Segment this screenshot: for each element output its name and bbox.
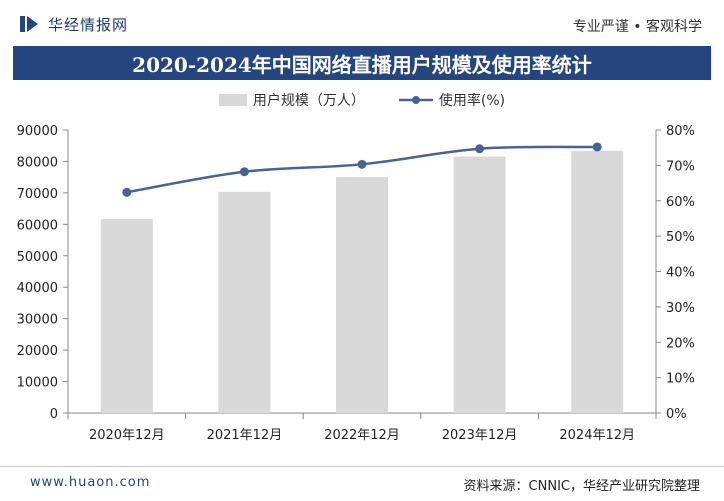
y-left-tick-label: 90000 bbox=[17, 124, 58, 139]
x-tick-label: 2023年12月 bbox=[442, 428, 518, 443]
y-right-tick-label: 70% bbox=[666, 159, 695, 174]
bar-users-2023年12月 bbox=[453, 156, 506, 413]
y-left-tick-label: 40000 bbox=[17, 281, 58, 296]
y-left-tick-label: 0 bbox=[50, 407, 58, 422]
title-bar: 2020-2024年中国网络直播用户规模及使用率统计 bbox=[13, 46, 711, 80]
y-left-tick-label: 20000 bbox=[17, 344, 58, 359]
bar-users-2020年12月 bbox=[100, 219, 153, 413]
bar-users-2024年12月 bbox=[571, 150, 624, 413]
y-left-tick-label: 50000 bbox=[17, 250, 58, 265]
legend-label-rate: 使用率(%) bbox=[438, 93, 506, 109]
brand[interactable]: 华经情报网 bbox=[18, 12, 128, 36]
y-right-tick-label: 40% bbox=[666, 266, 695, 281]
point-usage-rate-2024年12月 bbox=[592, 142, 602, 152]
legend-item-users: 用户规模（万人） bbox=[218, 90, 365, 110]
footer: www.huaon.com 资料来源：CNNIC，华经产业研究院整理 bbox=[0, 466, 724, 501]
x-tick-label: 2024年12月 bbox=[559, 428, 635, 443]
legend-bar-swatch bbox=[218, 94, 247, 106]
y-right-tick-label: 30% bbox=[666, 301, 695, 316]
x-tick-label: 2021年12月 bbox=[207, 428, 283, 443]
y-right-tick-label: 0% bbox=[666, 407, 687, 422]
y-right-tick-label: 10% bbox=[666, 372, 695, 387]
y-left-tick-label: 10000 bbox=[17, 376, 58, 391]
huaon-logo-icon bbox=[20, 16, 38, 32]
bar-users-2021年12月 bbox=[218, 191, 271, 413]
y-left-tick-label: 70000 bbox=[17, 187, 58, 202]
legend-item-rate: 使用率(%) bbox=[398, 90, 506, 110]
legend-label-users: 用户规模（万人） bbox=[252, 93, 365, 109]
chart-title: 2020-2024年中国网络直播用户规模及使用率统计 bbox=[132, 52, 592, 77]
y-right-tick-label: 80% bbox=[666, 124, 695, 139]
point-usage-rate-2022年12月 bbox=[357, 159, 367, 169]
y-left-tick-label: 60000 bbox=[17, 218, 58, 233]
chart-legend: 用户规模（万人） 使用率(%) bbox=[0, 89, 724, 111]
slogan: 专业严谨 • 客观科学 bbox=[572, 19, 702, 35]
legend-line-swatch bbox=[398, 96, 433, 104]
x-tick-label: 2020年12月 bbox=[89, 428, 165, 443]
point-usage-rate-2021年12月 bbox=[239, 167, 249, 177]
y-left-tick-label: 30000 bbox=[17, 313, 58, 328]
y-left-tick-label: 80000 bbox=[17, 155, 58, 170]
x-tick-label: 2022年12月 bbox=[324, 428, 400, 443]
y-right-tick-label: 50% bbox=[666, 230, 695, 245]
y-right-tick-label: 60% bbox=[666, 195, 695, 210]
header: 华经情报网 专业严谨 • 客观科学 bbox=[0, 0, 724, 48]
y-right-tick-label: 20% bbox=[666, 336, 695, 351]
footer-url[interactable]: www.huaon.com bbox=[30, 475, 151, 490]
bar-users-2022年12月 bbox=[336, 176, 388, 413]
point-usage-rate-2020年12月 bbox=[122, 187, 132, 197]
footer-source: 资料来源：CNNIC，华经产业研究院整理 bbox=[463, 479, 700, 494]
point-usage-rate-2023年12月 bbox=[475, 144, 485, 154]
brand-name: 华经情报网 bbox=[48, 15, 129, 34]
